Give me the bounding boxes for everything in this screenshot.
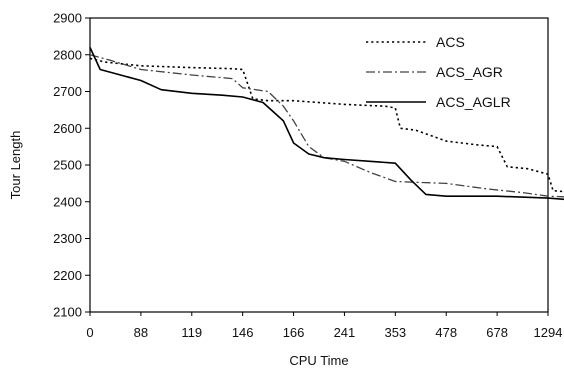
y-tick-label: 2100 bbox=[53, 305, 82, 320]
plot-frame bbox=[89, 17, 549, 313]
legend: ACS ACS_AGR ACS_AGLR bbox=[366, 34, 511, 110]
y-tick-label: 2600 bbox=[53, 121, 82, 136]
x-tick-label: 0 bbox=[86, 325, 93, 340]
series-line-acs-aglr bbox=[89, 47, 564, 201]
y-tick-label: 2900 bbox=[53, 11, 82, 26]
x-tick-label: 241 bbox=[334, 325, 356, 340]
series-layer bbox=[89, 47, 564, 201]
y-tick-label: 2400 bbox=[53, 194, 82, 209]
x-tick-label: 1294 bbox=[534, 325, 563, 340]
x-axis-title: CPU Time bbox=[289, 353, 348, 368]
y-tick-label: 2300 bbox=[53, 231, 82, 246]
x-tick-label: 146 bbox=[232, 325, 254, 340]
legend-label: ACS_AGR bbox=[436, 64, 503, 80]
plot-area bbox=[89, 17, 549, 313]
legend-label: ACS bbox=[436, 34, 465, 50]
y-tick-label: 2500 bbox=[53, 158, 82, 173]
y-tick-label: 2200 bbox=[53, 268, 82, 283]
x-tick-label: 119 bbox=[181, 325, 202, 340]
legend-label: ACS_AGLR bbox=[436, 94, 511, 110]
x-tick-label: 353 bbox=[384, 325, 406, 340]
x-tick-label: 88 bbox=[134, 325, 148, 340]
y-tick-label: 2800 bbox=[53, 47, 82, 62]
y-axis: 2100 2200 2300 2400 2500 2600 2700 2800 2900 bbox=[53, 11, 90, 320]
x-tick-label: 678 bbox=[486, 325, 508, 340]
y-axis-title: Tour Length bbox=[8, 131, 23, 200]
x-axis: 0 88 119 146 166 241 353 478 678 1294 bbox=[86, 312, 562, 340]
x-tick-label: 166 bbox=[283, 325, 305, 340]
x-tick-label: 478 bbox=[435, 325, 457, 340]
y-tick-label: 2700 bbox=[53, 84, 82, 99]
